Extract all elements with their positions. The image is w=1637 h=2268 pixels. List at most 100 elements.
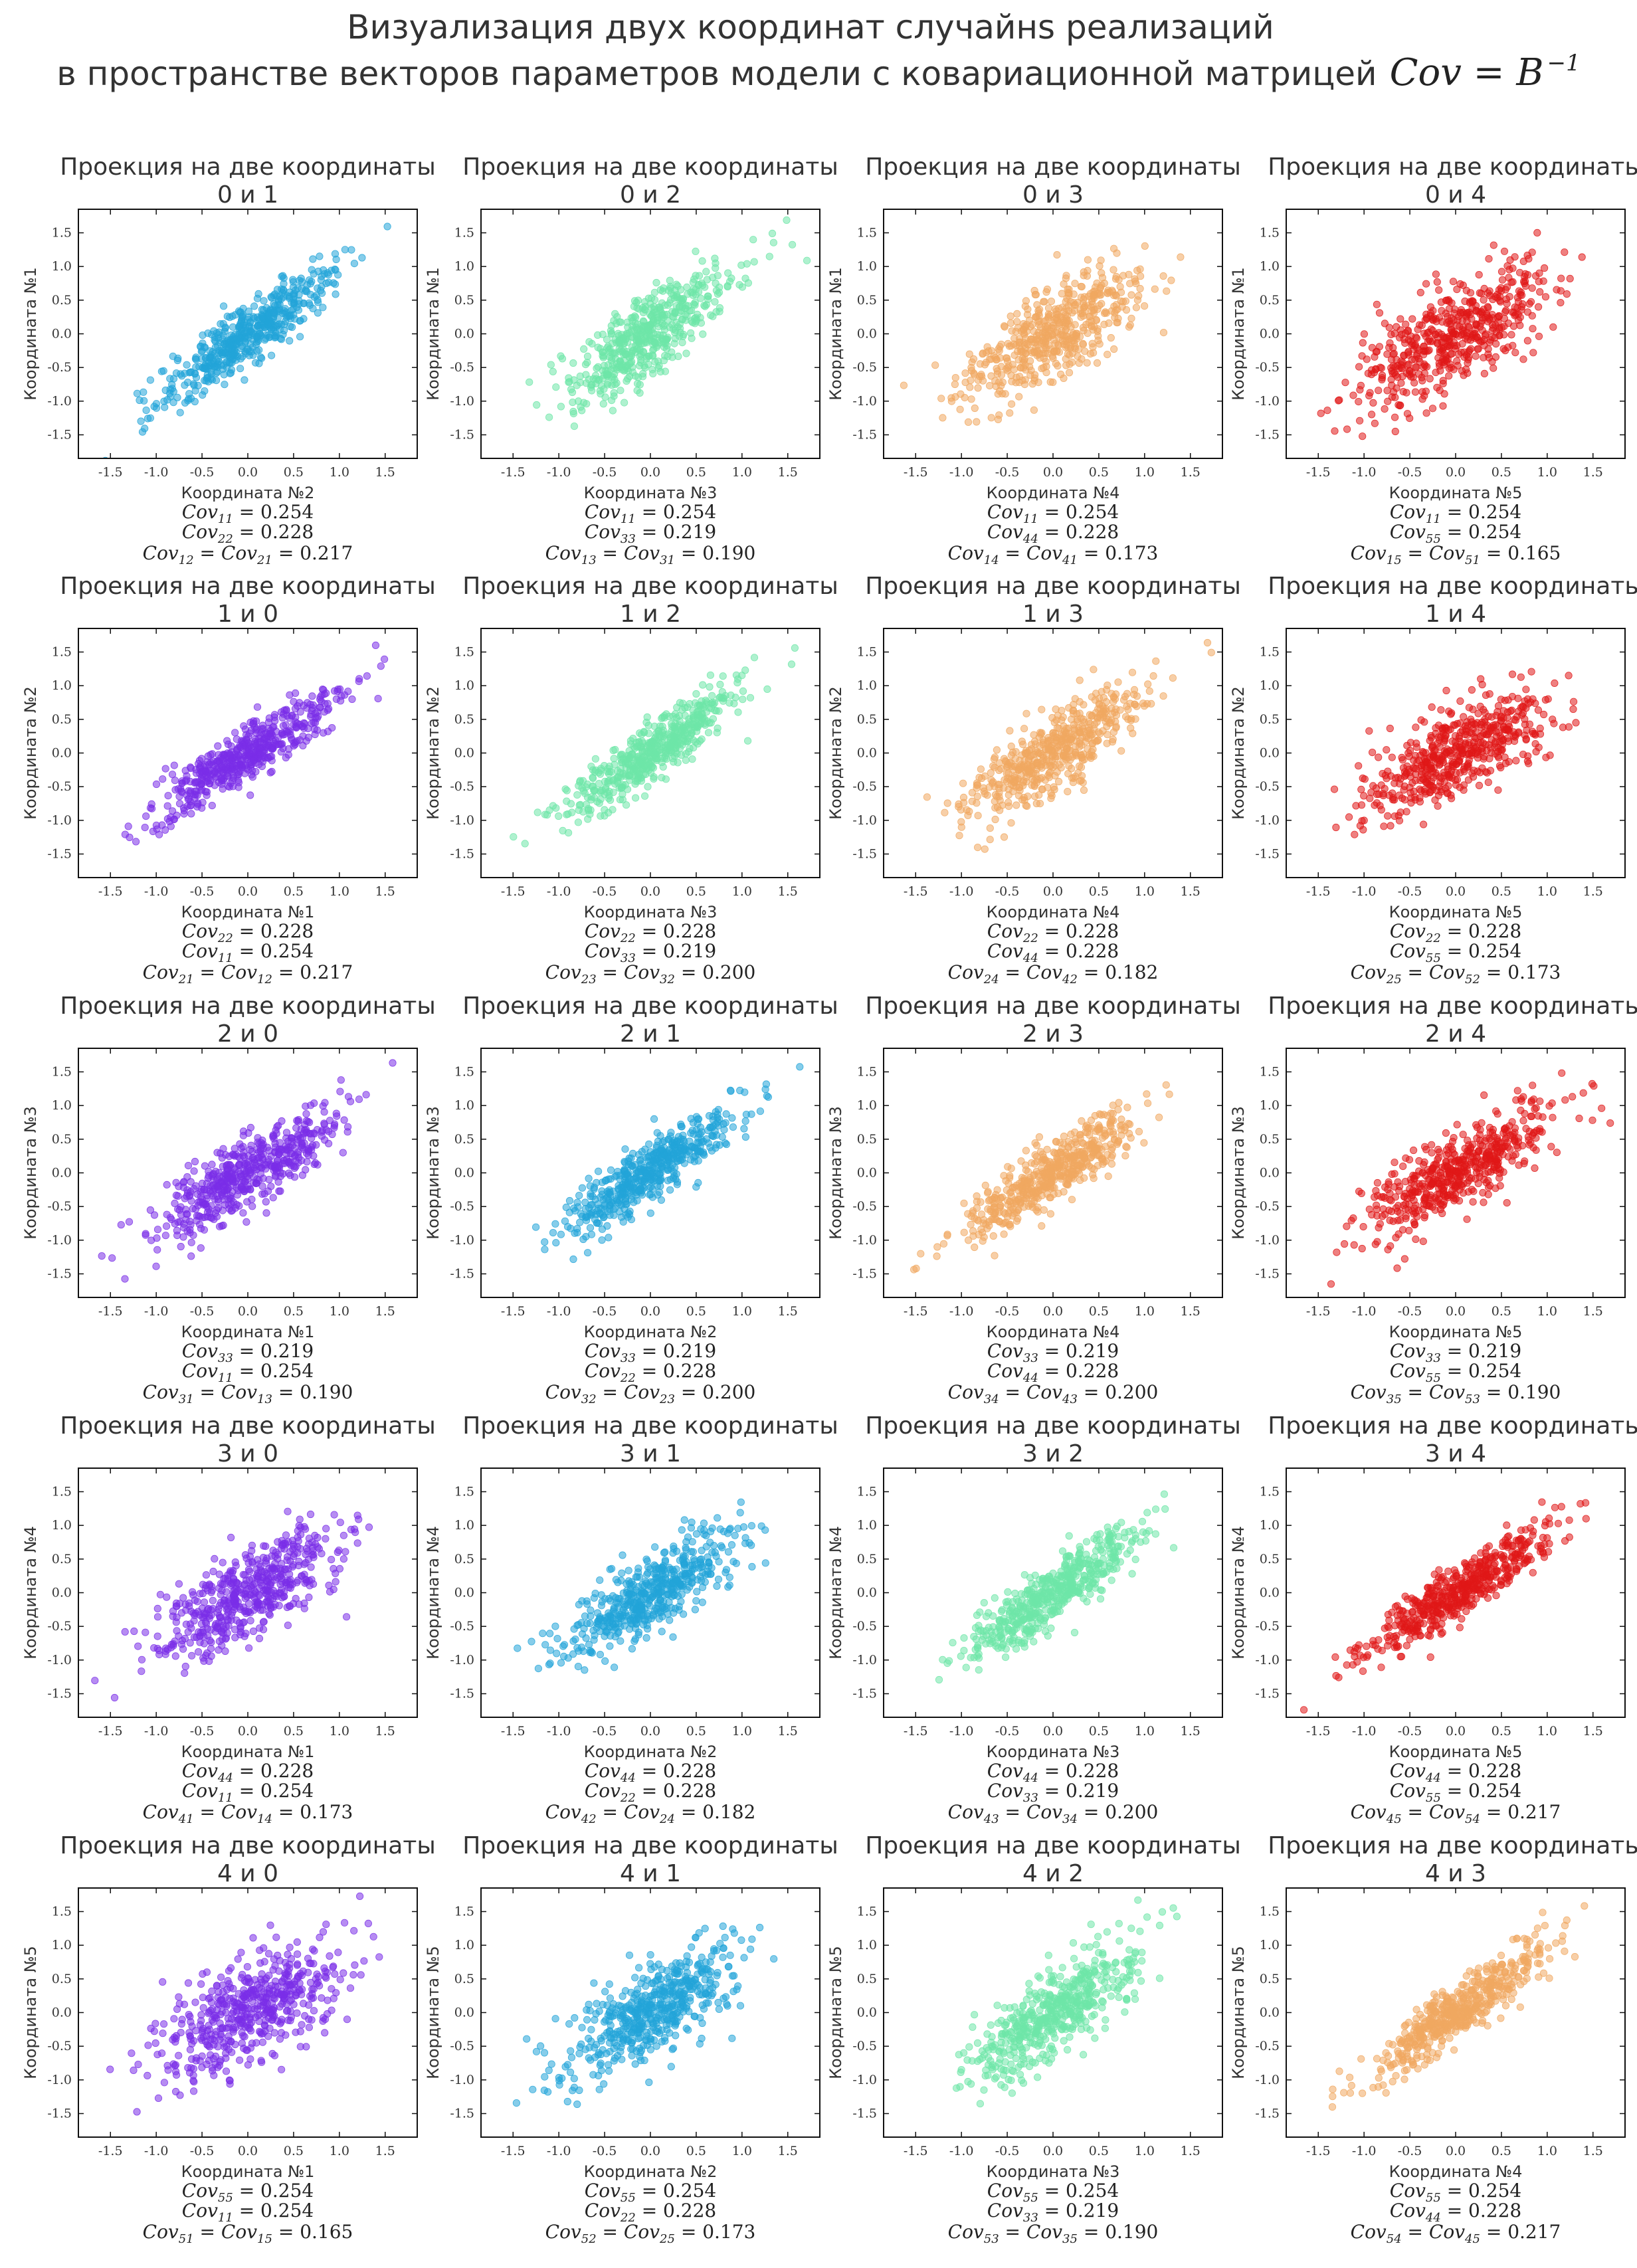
- cov-cross: Cov12 = Cov21 = 0.217: [143, 542, 353, 567]
- scatter-point: [1063, 317, 1071, 325]
- y-tick-label: 1.0: [857, 678, 877, 693]
- scatter-point: [574, 818, 583, 826]
- panel-title: Проекция на две координаты: [462, 153, 838, 181]
- scatter-point: [1557, 287, 1565, 295]
- scatter-point: [175, 800, 184, 808]
- scatter-point: [269, 1194, 277, 1202]
- scatter-point: [547, 361, 555, 369]
- scatter-point: [549, 367, 557, 376]
- scatter-point: [227, 751, 235, 760]
- x-tick-label: -0.5: [1398, 884, 1422, 899]
- scatter-point: [245, 322, 253, 330]
- scatter-points: [526, 216, 811, 430]
- scatter-point: [1055, 304, 1063, 312]
- scatter-point: [628, 750, 636, 758]
- scatter-point: [715, 288, 723, 296]
- scatter-point: [1128, 668, 1137, 676]
- scatter-point: [213, 766, 221, 774]
- scatter-point: [1445, 305, 1453, 313]
- scatter-point: [1391, 413, 1399, 421]
- scatter-point: [692, 291, 700, 299]
- scatter-point: [172, 1179, 180, 1186]
- cov-cross: Cov23 = Cov32 = 0.200: [545, 961, 756, 987]
- scatter-point: [1028, 380, 1036, 388]
- scatter-point: [1112, 724, 1120, 732]
- scatter-point: [340, 1116, 348, 1124]
- scatter-point: [1065, 747, 1074, 755]
- scatter-point: [1062, 272, 1070, 280]
- y-tick-label: -0.5: [450, 360, 474, 375]
- y-tick-label: -1.5: [47, 847, 72, 862]
- scatter-point: [1475, 781, 1484, 790]
- scatter-point: [1152, 657, 1160, 665]
- scatter-point: [228, 355, 237, 363]
- scatter-point: [225, 1178, 233, 1186]
- scatter-point: [1052, 733, 1061, 741]
- scatter-point: [987, 776, 995, 784]
- scatter-point: [1008, 400, 1016, 408]
- scatter-point: [1020, 725, 1028, 733]
- scatter-point: [215, 1173, 223, 1181]
- scatter-point: [591, 794, 599, 802]
- scatter-point: [1442, 333, 1450, 342]
- scatter-point: [284, 1137, 292, 1146]
- scatter-point: [1391, 812, 1398, 820]
- scatter-point: [704, 729, 713, 737]
- scatter-point: [1024, 793, 1032, 801]
- scatter-point: [965, 350, 973, 358]
- scatter-point: [1386, 724, 1394, 733]
- scatter-point: [273, 322, 282, 330]
- scatter-point: [588, 339, 596, 348]
- scatter-point: [739, 696, 747, 704]
- cov-diag-first: Cov11 = 0.254: [585, 501, 716, 526]
- scatter-point: [124, 822, 132, 830]
- scatter-point: [1389, 794, 1397, 802]
- scatter-point: [371, 641, 380, 650]
- scatter-point: [251, 359, 260, 367]
- scatter-point: [258, 1182, 266, 1190]
- scatter-point: [1005, 803, 1013, 810]
- scatter-point: [336, 697, 345, 705]
- scatter-point: [1012, 801, 1020, 809]
- scatter-point: [741, 666, 749, 674]
- scatter-point: [1032, 769, 1040, 778]
- scatter-point: [197, 1224, 205, 1232]
- scatter-point: [192, 355, 200, 363]
- scatter-point: [1501, 286, 1509, 294]
- scatter-point: [186, 777, 194, 786]
- scatter-point: [1008, 327, 1016, 335]
- panel-title: Проекция на две координаты: [60, 992, 436, 1020]
- scatter-point: [1094, 705, 1102, 713]
- scatter-point: [1057, 313, 1065, 321]
- scatter-point: [1477, 738, 1485, 746]
- scatter-point: [1151, 285, 1159, 293]
- scatter-point: [1066, 351, 1074, 359]
- scatter-point: [961, 369, 969, 377]
- scatter-point: [244, 333, 252, 341]
- y-tick-label: -1.0: [1255, 813, 1280, 828]
- scatter-point: [1392, 774, 1400, 782]
- scatter-point: [1509, 322, 1518, 330]
- scatter-point: [283, 711, 291, 720]
- scatter-point: [203, 788, 211, 796]
- scatter-point: [246, 791, 254, 799]
- scatter-point: [275, 304, 283, 313]
- x-tick-label: 1.5: [1181, 465, 1201, 480]
- scatter-point: [290, 292, 298, 300]
- scatter-point: [724, 269, 732, 277]
- scatter-point: [337, 1076, 345, 1084]
- scatter-point: [1458, 317, 1466, 325]
- scatter-point: [1022, 297, 1030, 305]
- scatter-point: [1519, 355, 1527, 363]
- scatter-point: [712, 707, 720, 715]
- x-tick-label: -1.5: [904, 884, 928, 899]
- scatter-point: [1108, 709, 1116, 717]
- scatter-point: [311, 730, 319, 739]
- scatter-point: [1331, 427, 1339, 435]
- scatter-point: [146, 376, 154, 384]
- scatter-point: [1355, 363, 1363, 371]
- x-axis-label: Координата №3: [584, 903, 718, 921]
- scatter-point: [1317, 409, 1325, 417]
- scatter-point: [1519, 257, 1527, 265]
